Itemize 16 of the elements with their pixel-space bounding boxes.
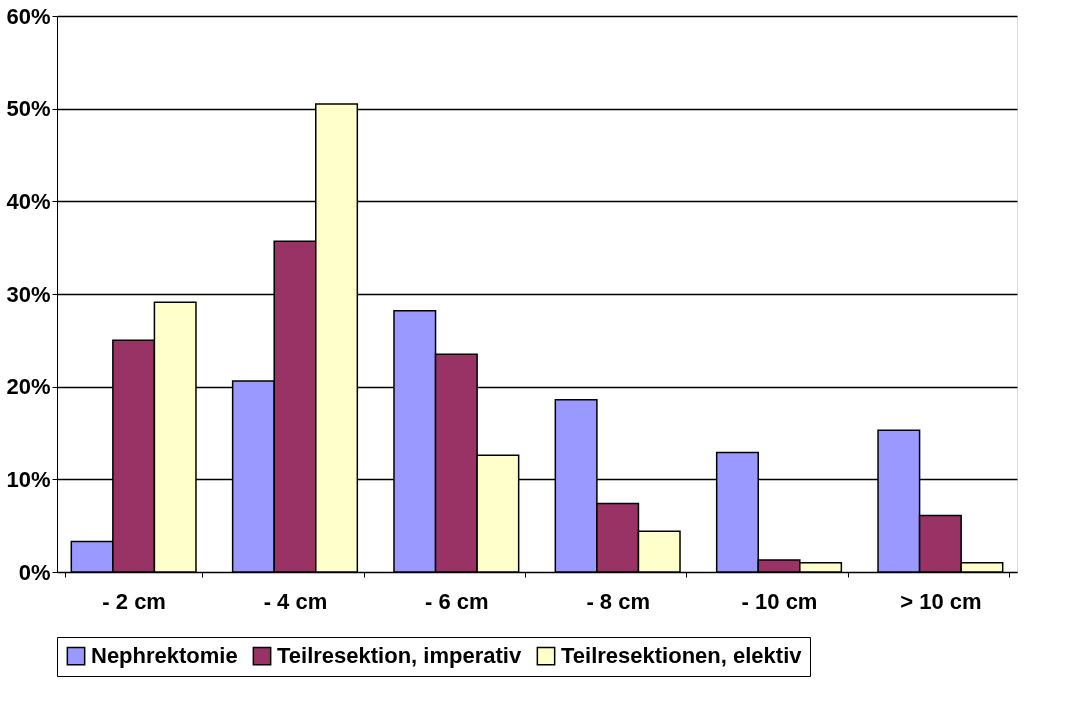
y-tick-label: 50% (6, 96, 51, 122)
legend-label: Teilresektion, imperativ (277, 643, 522, 669)
y-tick-label: 40% (6, 188, 51, 214)
x-tick-label: - 4 cm (263, 588, 328, 614)
x-tick-label: - 2 cm (102, 588, 166, 614)
y-tick-label: 10% (6, 466, 51, 492)
x-tick-label: > 10 cm (900, 588, 982, 614)
y-tick-label: 30% (6, 281, 51, 307)
legend-label: Teilresektionen, elektiv (561, 643, 803, 669)
x-tick-label: - 6 cm (425, 588, 489, 614)
y-tick-label: 20% (6, 374, 51, 400)
x-tick-label: - 8 cm (586, 588, 650, 614)
y-tick-label: 60% (6, 3, 51, 29)
legend-label: Nephrektomie (91, 643, 238, 669)
x-tick-label: - 10 cm (741, 588, 818, 614)
y-tick-label: 0% (18, 559, 51, 585)
